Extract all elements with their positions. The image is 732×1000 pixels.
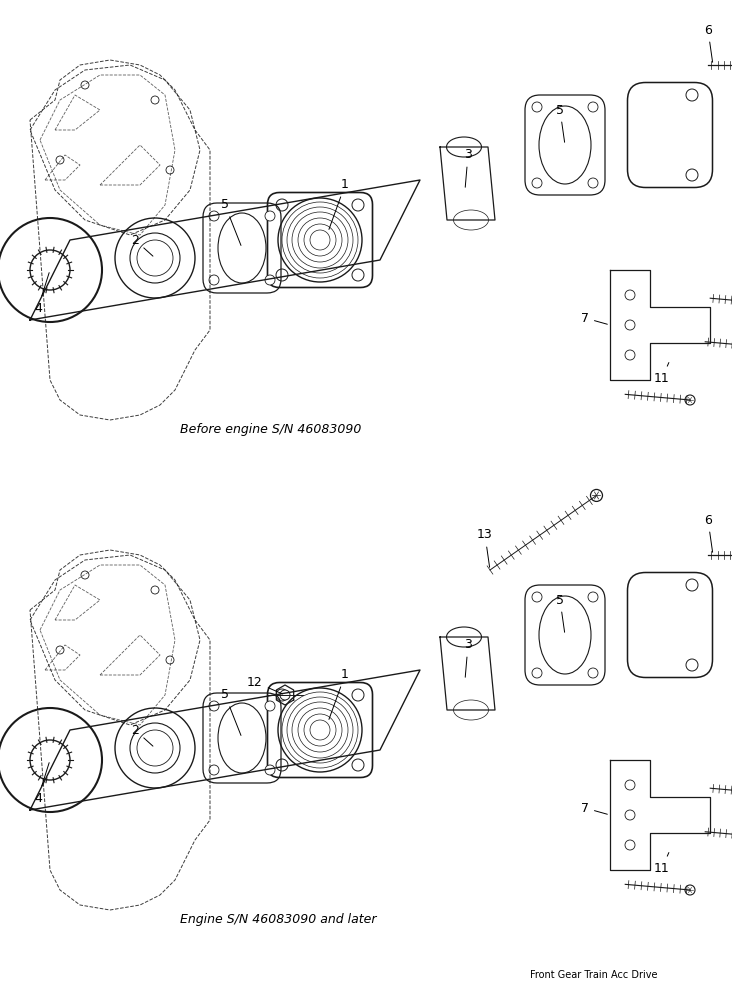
Circle shape [625, 780, 635, 790]
Circle shape [588, 102, 598, 112]
Circle shape [352, 689, 364, 701]
Circle shape [209, 765, 219, 775]
Circle shape [209, 701, 219, 711]
Circle shape [686, 169, 698, 181]
Text: 6: 6 [704, 23, 713, 62]
Text: 5: 5 [556, 104, 564, 142]
Circle shape [0, 218, 102, 322]
Circle shape [278, 198, 362, 282]
Circle shape [685, 885, 695, 895]
Circle shape [276, 269, 288, 281]
Circle shape [115, 708, 195, 788]
Text: 7: 7 [581, 802, 608, 814]
Text: 8: 8 [0, 999, 1, 1000]
Text: 3: 3 [464, 148, 472, 187]
Circle shape [276, 199, 288, 211]
Text: Engine S/N 46083090 and later: Engine S/N 46083090 and later [180, 914, 376, 926]
Circle shape [532, 178, 542, 188]
Circle shape [625, 810, 635, 820]
Text: 6: 6 [704, 514, 713, 552]
Circle shape [588, 592, 598, 602]
Circle shape [625, 840, 635, 850]
Circle shape [280, 690, 290, 700]
Circle shape [265, 765, 275, 775]
Text: 4: 4 [34, 763, 49, 804]
Circle shape [685, 395, 695, 405]
Circle shape [686, 579, 698, 591]
Circle shape [532, 592, 542, 602]
Circle shape [352, 199, 364, 211]
Circle shape [265, 275, 275, 285]
Circle shape [532, 668, 542, 678]
Text: 5: 5 [221, 688, 241, 735]
Text: 1: 1 [329, 178, 349, 229]
Circle shape [686, 89, 698, 101]
Circle shape [532, 102, 542, 112]
Circle shape [686, 659, 698, 671]
Circle shape [625, 350, 635, 360]
Text: 11: 11 [654, 363, 670, 384]
Text: 12: 12 [247, 676, 283, 694]
Circle shape [276, 759, 288, 771]
Circle shape [115, 218, 195, 298]
Circle shape [591, 489, 602, 501]
Text: 9: 9 [0, 999, 1, 1000]
Circle shape [352, 759, 364, 771]
Ellipse shape [447, 627, 482, 647]
Circle shape [352, 269, 364, 281]
Text: 10: 10 [0, 999, 1, 1000]
Text: 7: 7 [581, 312, 608, 324]
Text: 3: 3 [464, 639, 472, 677]
Text: 10: 10 [0, 999, 1, 1000]
Text: 5: 5 [556, 593, 564, 632]
Text: 11: 11 [654, 853, 670, 874]
Circle shape [625, 320, 635, 330]
Circle shape [265, 211, 275, 221]
Ellipse shape [447, 137, 482, 157]
Circle shape [588, 178, 598, 188]
Circle shape [0, 708, 102, 812]
Circle shape [209, 211, 219, 221]
Text: 4: 4 [34, 273, 49, 314]
Text: 5: 5 [221, 198, 241, 245]
Circle shape [588, 668, 598, 678]
Text: 8: 8 [0, 999, 1, 1000]
Circle shape [625, 290, 635, 300]
Text: Front Gear Train Acc Drive: Front Gear Train Acc Drive [530, 970, 657, 980]
Text: 13: 13 [477, 528, 493, 567]
Circle shape [209, 275, 219, 285]
Text: 1: 1 [329, 668, 349, 719]
Text: 9: 9 [0, 999, 1, 1000]
Text: 2: 2 [131, 233, 153, 256]
Circle shape [265, 701, 275, 711]
Circle shape [278, 688, 362, 772]
Circle shape [276, 689, 288, 701]
Text: 2: 2 [131, 724, 153, 746]
Text: Before engine S/N 46083090: Before engine S/N 46083090 [180, 424, 362, 436]
